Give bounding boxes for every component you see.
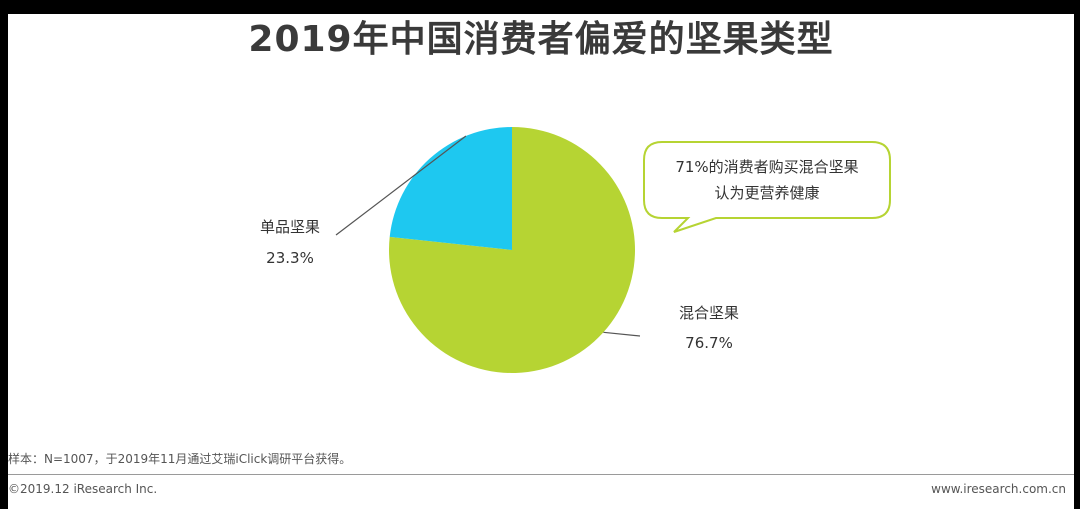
callout-line-1: 71%的消费者购买混合坚果	[675, 158, 858, 176]
copyright-text: ©2019.12 iResearch Inc.	[8, 482, 158, 496]
report-slide: 2019年中国消费者偏爱的坚果类型 混合坚果 76.7% 单品坚果 23.3% 71%的…	[8, 14, 1074, 509]
callout-bubble	[643, 141, 891, 233]
slice-value-1: 23.3%	[266, 249, 314, 267]
slice-label-0: 混合坚果	[679, 304, 739, 322]
callout-line-2: 认为更营养健康	[714, 184, 819, 202]
leader-line-0	[603, 331, 641, 337]
pie-slice-1	[389, 127, 512, 250]
sample-note: 样本：N=1007，于2019年11月通过艾瑞iClick调研平台获得。	[8, 452, 352, 466]
website-url: www.iresearch.com.cn	[931, 482, 1066, 496]
slice-value-0: 76.7%	[685, 334, 733, 352]
chart-title: 2019年中国消费者偏爱的坚果类型	[248, 19, 834, 60]
leader-line-1	[335, 135, 467, 236]
slice-label-1: 单品坚果	[260, 218, 320, 236]
footer-divider	[8, 474, 1074, 475]
pie-slice-0	[388, 127, 635, 373]
